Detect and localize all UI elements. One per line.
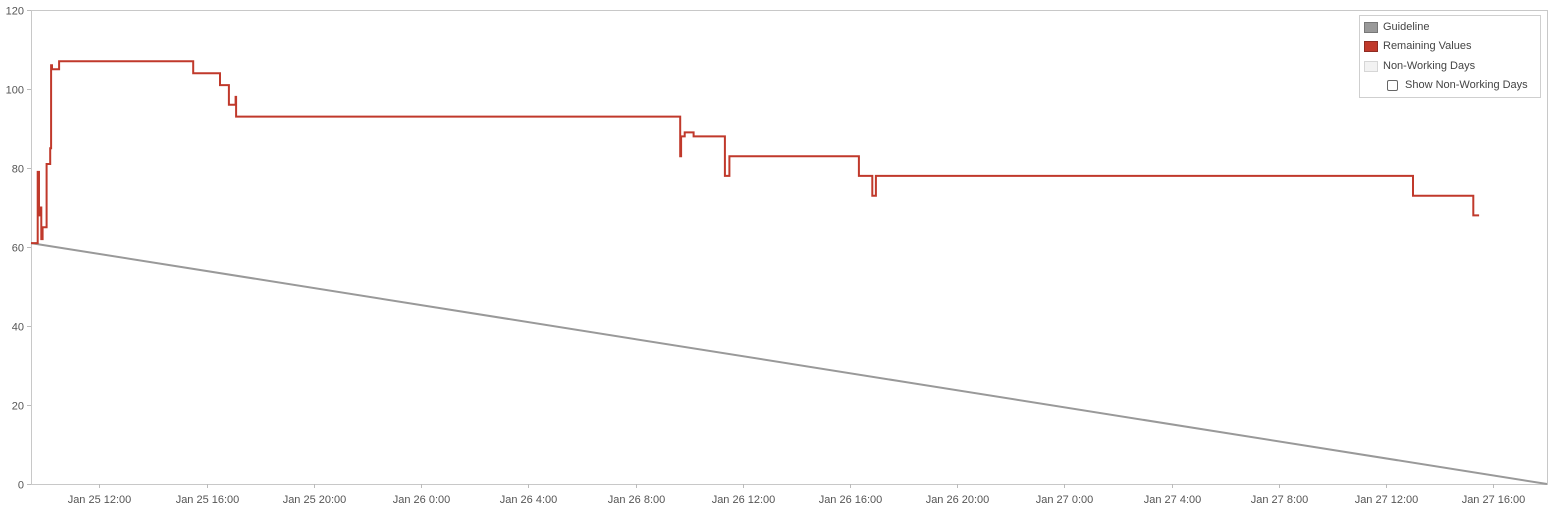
y-tick-label: 120: [6, 6, 24, 18]
x-tick-label: Jan 27 16:00: [1462, 494, 1526, 506]
show-non-working-days-toggle[interactable]: Show Non-Working Days: [1387, 79, 1528, 91]
legend-item-remaining-values[interactable]: Remaining Values: [1364, 39, 1471, 53]
x-tick-label: Jan 26 0:00: [393, 494, 451, 506]
legend-item-guideline[interactable]: Guideline: [1364, 20, 1429, 34]
x-tick-label: Jan 26 4:00: [500, 494, 558, 506]
x-tick-label: Jan 26 8:00: [608, 494, 666, 506]
chart-legend: Guideline Remaining Values Non-Working D…: [1359, 15, 1541, 98]
x-tick-label: Jan 27 12:00: [1355, 494, 1419, 506]
x-tick-label: Jan 26 16:00: [819, 494, 883, 506]
y-tick-label: 80: [12, 164, 24, 176]
series-line-remaining-values: [31, 60, 1480, 245]
x-tick-label: Jan 27 8:00: [1251, 494, 1309, 506]
plot-area-border: [31, 10, 1548, 485]
x-tick-label: Jan 25 12:00: [68, 494, 132, 506]
x-tick-label: Jan 25 20:00: [283, 494, 347, 506]
y-tick-label: 20: [12, 401, 24, 413]
x-tick-label: Jan 27 0:00: [1036, 494, 1094, 506]
y-tick-label: 0: [18, 480, 24, 492]
legend-swatch-remaining-values: [1364, 40, 1378, 52]
x-tick-label: Jan 27 4:00: [1144, 494, 1202, 506]
x-tick-label: Jan 25 16:00: [176, 494, 240, 506]
x-tick-label: Jan 26 12:00: [712, 494, 776, 506]
x-tick-label: Jan 26 20:00: [926, 494, 990, 506]
series-line-guideline: [30, 242, 1548, 485]
legend-label-guideline: Guideline: [1383, 21, 1430, 33]
legend-swatch-non-working-days: [1364, 60, 1378, 72]
show-non-working-days-label: Show Non-Working Days: [1405, 79, 1528, 91]
legend-label-remaining-values: Remaining Values: [1383, 40, 1472, 52]
legend-swatch-guideline: [1364, 21, 1378, 33]
y-tick-label: 60: [12, 243, 24, 255]
y-tick-label: 100: [6, 85, 24, 97]
legend-item-non-working-days[interactable]: Non-Working Days: [1364, 59, 1475, 73]
legend-label-non-working-days: Non-Working Days: [1383, 60, 1476, 72]
y-tick-label: 40: [12, 322, 24, 334]
show-non-working-days-checkbox[interactable]: [1387, 79, 1398, 91]
